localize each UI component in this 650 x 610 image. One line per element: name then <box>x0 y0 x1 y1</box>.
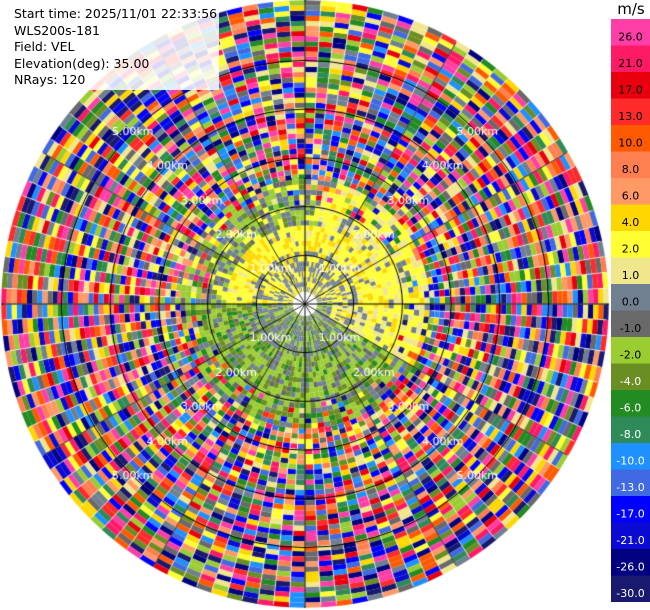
elevation: Elevation(deg): 35.00 <box>14 55 150 71</box>
colorbar-swatch <box>611 72 650 99</box>
colorbar-swatch <box>611 575 650 602</box>
colorbar-swatch <box>611 469 650 497</box>
colorbar-swatch <box>611 19 650 46</box>
colorbar-tick-label: 8.0 <box>622 163 640 176</box>
colorbar-tick-label: 10.0 <box>618 137 643 150</box>
colorbar-tick-label: 4.0 <box>622 216 640 229</box>
colorbar-tick-label: -10.0 <box>616 455 644 468</box>
colorbar-tick-label: 26.0 <box>618 31 643 44</box>
colorbar-tick-label: -2.0 <box>620 349 641 362</box>
colorbar-tick-label: -8.0 <box>620 428 641 441</box>
colorbar-swatch <box>611 310 650 338</box>
start-time: Start time: 2025/11/01 22:33:56 <box>14 6 218 21</box>
colorbar: 26.0 21.0 17.0 13.0 10.0 8.0 6.0 4.0 2.0 1.0 0.0 -1… <box>611 19 650 602</box>
colorbar-swatch <box>611 363 650 391</box>
colorbar-swatch <box>611 125 650 152</box>
colorbar-tick-label: 1.0 <box>622 269 640 282</box>
colorbar-swatch <box>611 337 650 364</box>
scan-info: Start time: 2025/11/01 22:33:56 WLS200s-… <box>12 5 220 90</box>
colorbar-tick-label: 13.0 <box>618 110 643 123</box>
colorbar-tick-label: -26.0 <box>616 561 644 574</box>
nrays: NRays: 120 <box>14 72 86 87</box>
colorbar-tick-label: -17.0 <box>616 508 644 521</box>
colorbar-tick-label: -30.0 <box>616 587 644 600</box>
colorbar-tick-label: -1.0 <box>620 322 641 335</box>
instrument-name: WLS200s-181 <box>14 22 100 38</box>
field-name: Field: VEL <box>14 39 75 54</box>
colorbar-title: m/s <box>612 0 650 18</box>
colorbar-swatch <box>611 390 650 417</box>
colorbar-tick-label: -6.0 <box>620 402 641 415</box>
colorbar-tick-label: -13.0 <box>616 481 644 494</box>
colorbar-swatch <box>611 45 650 73</box>
colorbar-swatch <box>611 231 650 258</box>
colorbar-swatch <box>611 178 650 205</box>
colorbar-tick-label: 2.0 <box>622 243 640 256</box>
colorbar-swatch <box>611 204 650 232</box>
colorbar-swatch <box>611 496 650 523</box>
colorbar-swatch <box>611 151 650 179</box>
colorbar-swatch <box>611 257 650 285</box>
colorbar-tick-label: -21.0 <box>616 534 644 547</box>
colorbar-swatch <box>611 443 650 470</box>
colorbar-swatch <box>611 549 650 576</box>
colorbar-tick-label: 21.0 <box>618 57 643 70</box>
colorbar-tick-label: 17.0 <box>618 84 643 97</box>
colorbar-swatch <box>611 416 650 444</box>
colorbar-swatch <box>611 98 650 126</box>
colorbar-tick-label: 6.0 <box>622 190 640 203</box>
colorbar-tick-label: -4.0 <box>620 375 641 388</box>
colorbar-swatch <box>611 284 650 311</box>
colorbar-swatch <box>611 522 650 550</box>
colorbar-tick-label: 0.0 <box>622 296 640 309</box>
